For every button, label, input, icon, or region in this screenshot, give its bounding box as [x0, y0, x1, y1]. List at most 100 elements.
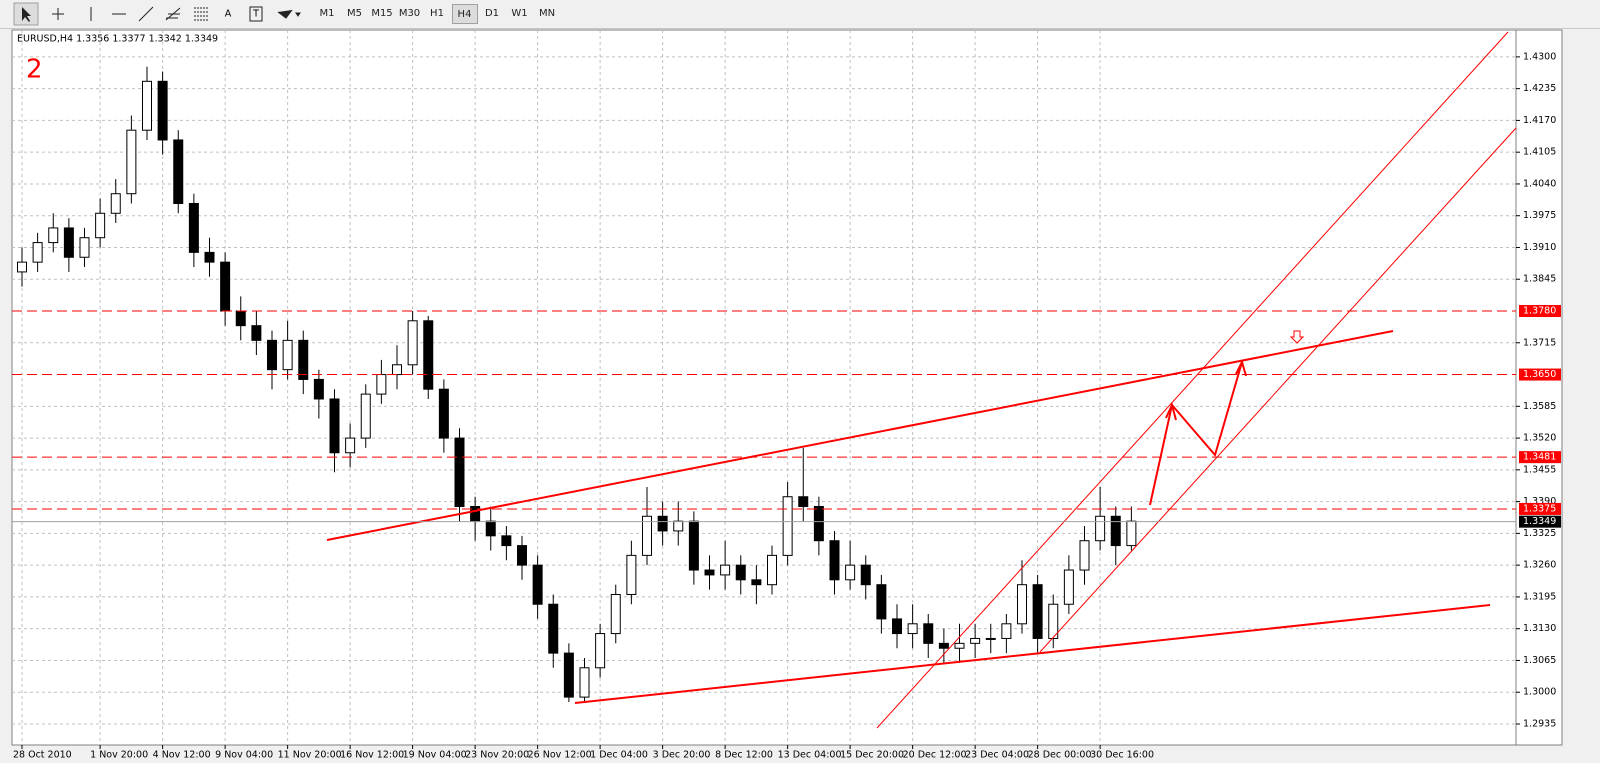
timeframe-button[interactable]: M1 [319, 8, 335, 19]
x-tick-label: 28 Oct 2010 [13, 750, 72, 761]
x-tick-label: 23 Dec 04:00 [965, 750, 1029, 761]
x-tick-label: 30 Dec 16:00 [1090, 750, 1154, 761]
candle-body [173, 139, 184, 204]
y-tick-label: 1.3910 [1523, 242, 1556, 253]
candle-body [954, 642, 965, 649]
candle-body [454, 437, 465, 508]
y-tick-label: 1.3065 [1523, 655, 1556, 666]
price-axis [1515, 29, 1563, 746]
level-label: 1.3481 [1523, 452, 1556, 463]
candle-body [235, 310, 246, 327]
candle-body [95, 212, 106, 239]
candle-body [704, 569, 715, 576]
candles [17, 66, 1137, 702]
candle-body [17, 261, 27, 273]
y-tick-label: 1.3000 [1523, 687, 1556, 698]
candle-body [532, 564, 543, 605]
candle-body [907, 623, 918, 635]
arrow-marker [1289, 330, 1305, 344]
projection-path [1149, 361, 1243, 506]
svg-text:A: A [225, 9, 232, 20]
trend-line [326, 330, 1394, 541]
y-tick-label: 1.2935 [1523, 718, 1556, 729]
y-tick-label: 1.4105 [1523, 147, 1556, 158]
x-tick-label: 20 Dec 12:00 [903, 750, 967, 761]
timeframe-button[interactable]: W1 [511, 8, 528, 19]
candle-body [1126, 520, 1137, 547]
y-tick-label: 1.3845 [1523, 274, 1556, 285]
candle-body [720, 564, 731, 576]
arrow-head [1165, 359, 1247, 421]
candle-body [876, 584, 887, 620]
annotation: 2 [26, 55, 43, 85]
timeframe-button[interactable]: M30 [398, 8, 421, 19]
y-tick-label: 1.3325 [1523, 528, 1556, 539]
level-label-box [1519, 451, 1561, 464]
candle-body [735, 564, 746, 581]
x-tick-label: 9 Nov 04:00 [215, 750, 273, 761]
y-tick-label: 1.4235 [1523, 83, 1556, 94]
channel-line [1039, 127, 1517, 653]
candle-body [32, 242, 43, 263]
candle-body [1110, 515, 1121, 547]
x-tick-label: 1 Dec 04:00 [590, 750, 648, 761]
timeframe-button[interactable]: M5 [347, 8, 362, 19]
candle-body [517, 545, 527, 566]
y-tick-label: 1.3520 [1523, 433, 1556, 444]
candle-body [548, 603, 559, 654]
timeframe-button[interactable]: H4 [451, 4, 478, 24]
candle-body [1032, 584, 1043, 639]
last-price-label: 1.3349 [1523, 516, 1556, 527]
y-tick-label: 1.4300 [1523, 51, 1556, 62]
candle-body [657, 515, 668, 532]
candle-body [579, 667, 590, 698]
candle-body [423, 320, 434, 390]
svg-text:T: T [252, 9, 259, 20]
candle-body [751, 579, 762, 586]
candle-body [282, 339, 293, 371]
candle-body [376, 374, 387, 395]
x-tick-label: 1 Nov 20:00 [90, 750, 148, 761]
level-label: 1.3650 [1523, 369, 1556, 380]
level-label: 1.3780 [1523, 306, 1556, 317]
candle-body [642, 515, 652, 556]
level-label-box [1519, 502, 1561, 515]
timeframe-button[interactable]: D1 [484, 8, 500, 19]
y-tick-label: 1.4040 [1523, 178, 1556, 189]
timeframe-button[interactable]: H1 [430, 8, 444, 19]
last-price-box [1519, 515, 1561, 528]
y-tick-label: 1.4170 [1523, 115, 1556, 126]
candle-body [970, 637, 981, 644]
candle-body [845, 564, 856, 581]
candle-body [79, 237, 90, 258]
candle-body [329, 398, 340, 454]
candle-body [438, 388, 449, 439]
grid [12, 30, 1516, 745]
candle-body [157, 80, 168, 141]
candle-body [813, 506, 824, 542]
candle-body [673, 520, 684, 532]
candle-body [860, 564, 871, 586]
level-label: 1.3375 [1523, 503, 1556, 514]
candle-body [610, 593, 621, 635]
candle-body [501, 535, 512, 547]
candle-body [204, 251, 215, 263]
candle-body [688, 520, 699, 571]
y-tick-label: 1.3195 [1523, 591, 1556, 602]
candle-body [798, 496, 809, 508]
chart: EURUSD,H4 1.3356 1.3377 1.3342 1.3349 2 … [11, 29, 1563, 761]
candle-body [298, 339, 309, 380]
candle-body [63, 227, 74, 258]
timeframe-button[interactable]: MN [538, 8, 556, 19]
x-tick-label: 8 Dec 12:00 [715, 750, 773, 761]
x-tick-label: 23 Nov 20:00 [465, 750, 529, 761]
timeframe-button[interactable]: M15 [371, 8, 393, 19]
y-tick-label: 1.3455 [1523, 464, 1556, 475]
x-tick-label: 4 Nov 12:00 [153, 750, 211, 761]
candle-body [126, 129, 137, 195]
y-tick-label: 1.3715 [1523, 337, 1556, 348]
level-label-box [1519, 305, 1561, 318]
candle-body [188, 202, 199, 253]
candle-body [1095, 515, 1106, 542]
